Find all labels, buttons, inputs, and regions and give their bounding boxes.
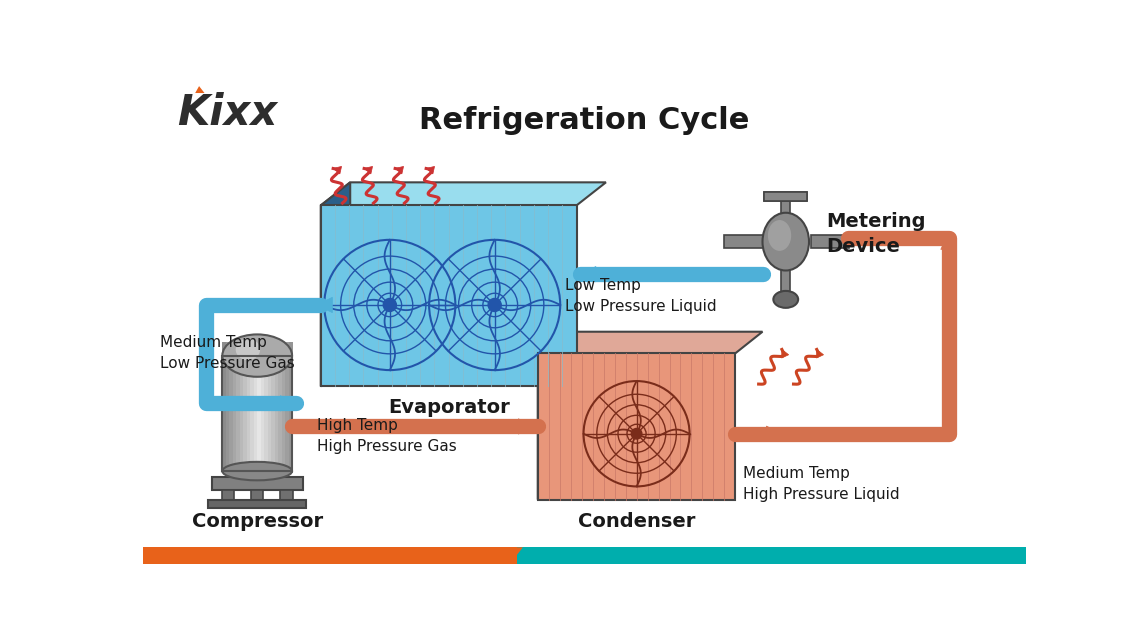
Bar [212, 477, 302, 489]
Bar [275, 342, 279, 384]
Bar [233, 342, 237, 384]
Polygon shape [320, 183, 350, 386]
Polygon shape [766, 426, 782, 441]
Bar [764, 191, 807, 201]
Text: Metering
Device: Metering Device [826, 212, 926, 256]
Text: High Temp
High Pressure Gas: High Temp High Pressure Gas [317, 418, 457, 455]
Text: Medium Temp
Low Pressure Gas: Medium Temp Low Pressure Gas [160, 335, 294, 372]
Bar [282, 342, 286, 384]
Bar [781, 269, 790, 295]
Bar [538, 353, 735, 500]
Bar [275, 357, 279, 472]
Bar [243, 357, 247, 472]
Bar [222, 356, 292, 471]
Ellipse shape [222, 462, 292, 481]
Ellipse shape [773, 291, 798, 308]
Bar [268, 357, 272, 472]
Bar [278, 357, 283, 472]
Bar [209, 500, 306, 508]
Bar [724, 235, 763, 248]
Bar [246, 357, 251, 472]
Bar [258, 357, 261, 472]
Bar [251, 489, 263, 502]
Bar [250, 357, 254, 472]
Circle shape [488, 299, 502, 311]
Bar [250, 342, 254, 384]
Bar [264, 357, 268, 472]
Bar [288, 357, 293, 472]
Bar [226, 342, 230, 384]
Bar [222, 357, 227, 472]
Ellipse shape [768, 220, 791, 251]
Bar [222, 342, 227, 384]
Polygon shape [782, 349, 789, 358]
Polygon shape [317, 297, 333, 313]
Text: Medium Temp
High Pressure Liquid: Medium Temp High Pressure Liquid [743, 466, 899, 502]
Polygon shape [364, 166, 373, 174]
Polygon shape [538, 332, 763, 353]
Polygon shape [538, 332, 565, 500]
Bar [518, 547, 1029, 564]
Bar [764, 191, 807, 201]
Bar [254, 342, 258, 384]
Text: Compressor: Compressor [192, 512, 323, 531]
Polygon shape [816, 349, 823, 358]
Bar [280, 489, 293, 502]
Bar [236, 342, 241, 384]
Text: Refrigeration Cycle: Refrigeration Cycle [420, 107, 749, 135]
Bar [320, 205, 577, 386]
Polygon shape [580, 266, 596, 282]
Polygon shape [518, 547, 537, 564]
Polygon shape [940, 234, 956, 249]
Bar [271, 342, 276, 384]
Bar [278, 342, 283, 384]
Bar [142, 547, 526, 564]
Bar [811, 235, 849, 248]
Bar [226, 357, 230, 472]
Polygon shape [396, 166, 404, 174]
Bar [229, 357, 234, 472]
Bar [221, 489, 234, 502]
Bar [282, 357, 286, 472]
Bar [236, 357, 241, 472]
Polygon shape [519, 418, 534, 434]
Bar [233, 357, 237, 472]
Circle shape [383, 299, 397, 311]
Text: Kixx: Kixx [178, 92, 278, 134]
Circle shape [632, 429, 642, 439]
Polygon shape [195, 86, 204, 93]
Text: Low Temp
Low Pressure Liquid: Low Temp Low Pressure Liquid [565, 278, 717, 314]
Bar [239, 342, 244, 384]
Polygon shape [333, 166, 342, 174]
Bar [781, 199, 790, 230]
Text: Evaporator: Evaporator [388, 398, 510, 417]
Ellipse shape [236, 339, 260, 360]
Polygon shape [320, 183, 606, 205]
Bar [258, 342, 261, 384]
Bar [261, 357, 264, 472]
Bar [268, 342, 272, 384]
Bar [239, 357, 244, 472]
Bar [271, 357, 276, 472]
Bar [246, 342, 251, 384]
Polygon shape [280, 396, 296, 411]
Bar [285, 357, 290, 472]
Polygon shape [426, 166, 434, 174]
Bar [264, 342, 268, 384]
Bar [229, 342, 234, 384]
Polygon shape [502, 547, 523, 564]
Ellipse shape [763, 213, 809, 271]
Ellipse shape [222, 334, 292, 377]
Bar [285, 342, 290, 384]
Bar [261, 342, 264, 384]
Bar [288, 342, 293, 384]
Text: Condenser: Condenser [578, 512, 695, 531]
Bar [243, 342, 247, 384]
Bar [254, 357, 258, 472]
